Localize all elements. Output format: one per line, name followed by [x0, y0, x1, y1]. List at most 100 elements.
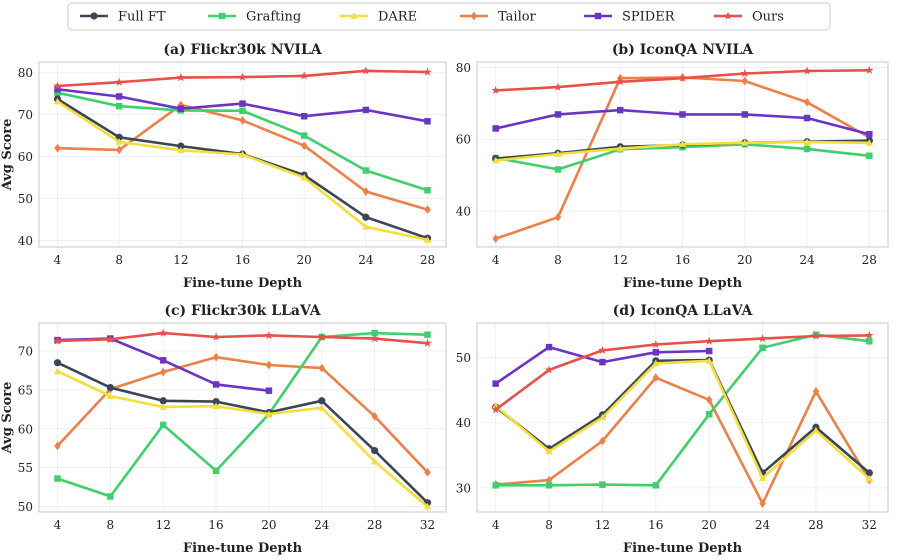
data-point — [652, 373, 660, 383]
data-point — [54, 441, 61, 451]
x-tick-label: 4 — [54, 518, 62, 532]
data-point — [865, 469, 873, 477]
legend-item-dare: DARE — [340, 10, 417, 25]
data-point — [53, 336, 62, 345]
series-dare — [492, 357, 873, 482]
x-axis-label: Fine-tune Depth — [623, 541, 743, 555]
data-point — [741, 139, 749, 146]
data-point — [54, 86, 61, 93]
y-tick-label: 60 — [18, 150, 33, 164]
data-point — [652, 349, 660, 356]
data-point — [866, 152, 873, 159]
data-point — [492, 234, 499, 244]
series-line — [494, 376, 871, 505]
y-tick-label: 50 — [456, 351, 471, 365]
data-point — [423, 338, 432, 347]
data-point — [803, 114, 811, 122]
data-point — [554, 150, 562, 157]
data-point — [424, 186, 431, 194]
data-point — [651, 340, 661, 349]
plot-frame — [476, 322, 889, 513]
series-ours — [53, 66, 432, 90]
data-point — [212, 467, 220, 475]
series-dare — [53, 97, 432, 243]
data-point — [741, 111, 749, 118]
data-point — [264, 330, 274, 340]
legend-item-full-ft: Full FT — [80, 10, 166, 25]
x-tick-label: 4 — [54, 253, 62, 267]
x-tick-label: 4 — [492, 518, 500, 532]
y-tick-label: 80 — [456, 61, 471, 75]
series-spider — [492, 106, 873, 138]
data-point — [265, 360, 273, 370]
x-tick-label: 24 — [358, 253, 374, 267]
data-point — [812, 426, 820, 434]
x-tick-label: 12 — [595, 518, 610, 532]
data-point — [492, 482, 499, 489]
data-point — [554, 166, 562, 173]
data-point — [158, 328, 168, 337]
data-point — [811, 331, 821, 340]
data-point — [759, 499, 766, 508]
data-point — [106, 334, 115, 343]
data-point — [362, 106, 370, 114]
x-tick-label: 16 — [208, 518, 223, 532]
data-point — [54, 475, 61, 482]
data-point — [615, 77, 625, 86]
series-full-ft — [53, 359, 432, 507]
series-line — [494, 359, 871, 481]
panel-2: 4 8 12 16 20 24 28 40 60 80 (b) IconQA NVILA Fine-t… — [456, 42, 889, 291]
data-point — [424, 331, 431, 338]
data-point — [803, 97, 811, 107]
y-axis-label: Avg Score — [0, 119, 15, 192]
series-grafting — [492, 331, 873, 489]
x-tick-label: 20 — [297, 253, 312, 267]
panel-3: 4 8 12 16 20 24 28 32 50 55 60 65 70 (c) Flickr30k LL… — [0, 303, 447, 556]
x-tick-label: 12 — [156, 518, 171, 532]
x-tick-label: 28 — [808, 518, 823, 532]
data-point — [176, 73, 186, 82]
data-point — [554, 212, 562, 222]
data-point — [115, 93, 123, 100]
data-point — [545, 447, 553, 455]
data-point — [598, 413, 607, 421]
plot-frame — [38, 322, 447, 513]
data-point — [211, 332, 221, 341]
x-tick-label: 8 — [115, 253, 123, 267]
series-ours — [491, 330, 874, 414]
data-point — [318, 363, 326, 373]
data-point — [106, 392, 114, 399]
legend-marker — [350, 12, 358, 19]
legend-item-spider: SPIDER — [584, 10, 676, 25]
x-tick-label: 16 — [235, 253, 250, 267]
legend-marker — [594, 12, 602, 20]
data-point — [492, 156, 500, 164]
data-point — [616, 144, 624, 152]
legend: Full FT Grafting DARE Tailor SPIDER Ours — [67, 2, 831, 31]
data-point — [159, 421, 167, 429]
data-point — [424, 468, 431, 477]
x-tick-label: 32 — [862, 518, 877, 532]
data-point — [491, 405, 500, 414]
data-point — [371, 329, 378, 337]
y-tick-label: 55 — [18, 461, 33, 475]
data-point — [492, 380, 499, 387]
data-point — [812, 387, 820, 396]
data-point — [544, 365, 554, 374]
panel-1: 4 8 12 16 20 24 28 40 50 60 70 80 (a) Flickr30k NVIL… — [0, 42, 447, 291]
plot-frame — [38, 61, 447, 248]
data-point — [599, 358, 606, 366]
data-point — [865, 330, 874, 340]
x-tick-label: 16 — [675, 253, 690, 267]
x-tick-label: 24 — [799, 253, 815, 267]
series-line — [56, 331, 429, 498]
legend-marker — [470, 11, 478, 21]
data-point — [300, 112, 308, 120]
data-point — [371, 457, 379, 465]
y-tick-label: 60 — [18, 422, 33, 436]
y-tick-label: 80 — [18, 66, 33, 80]
panel-title: (b) IconQA NVILA — [612, 42, 754, 58]
data-point — [866, 338, 873, 345]
data-point — [758, 474, 767, 481]
